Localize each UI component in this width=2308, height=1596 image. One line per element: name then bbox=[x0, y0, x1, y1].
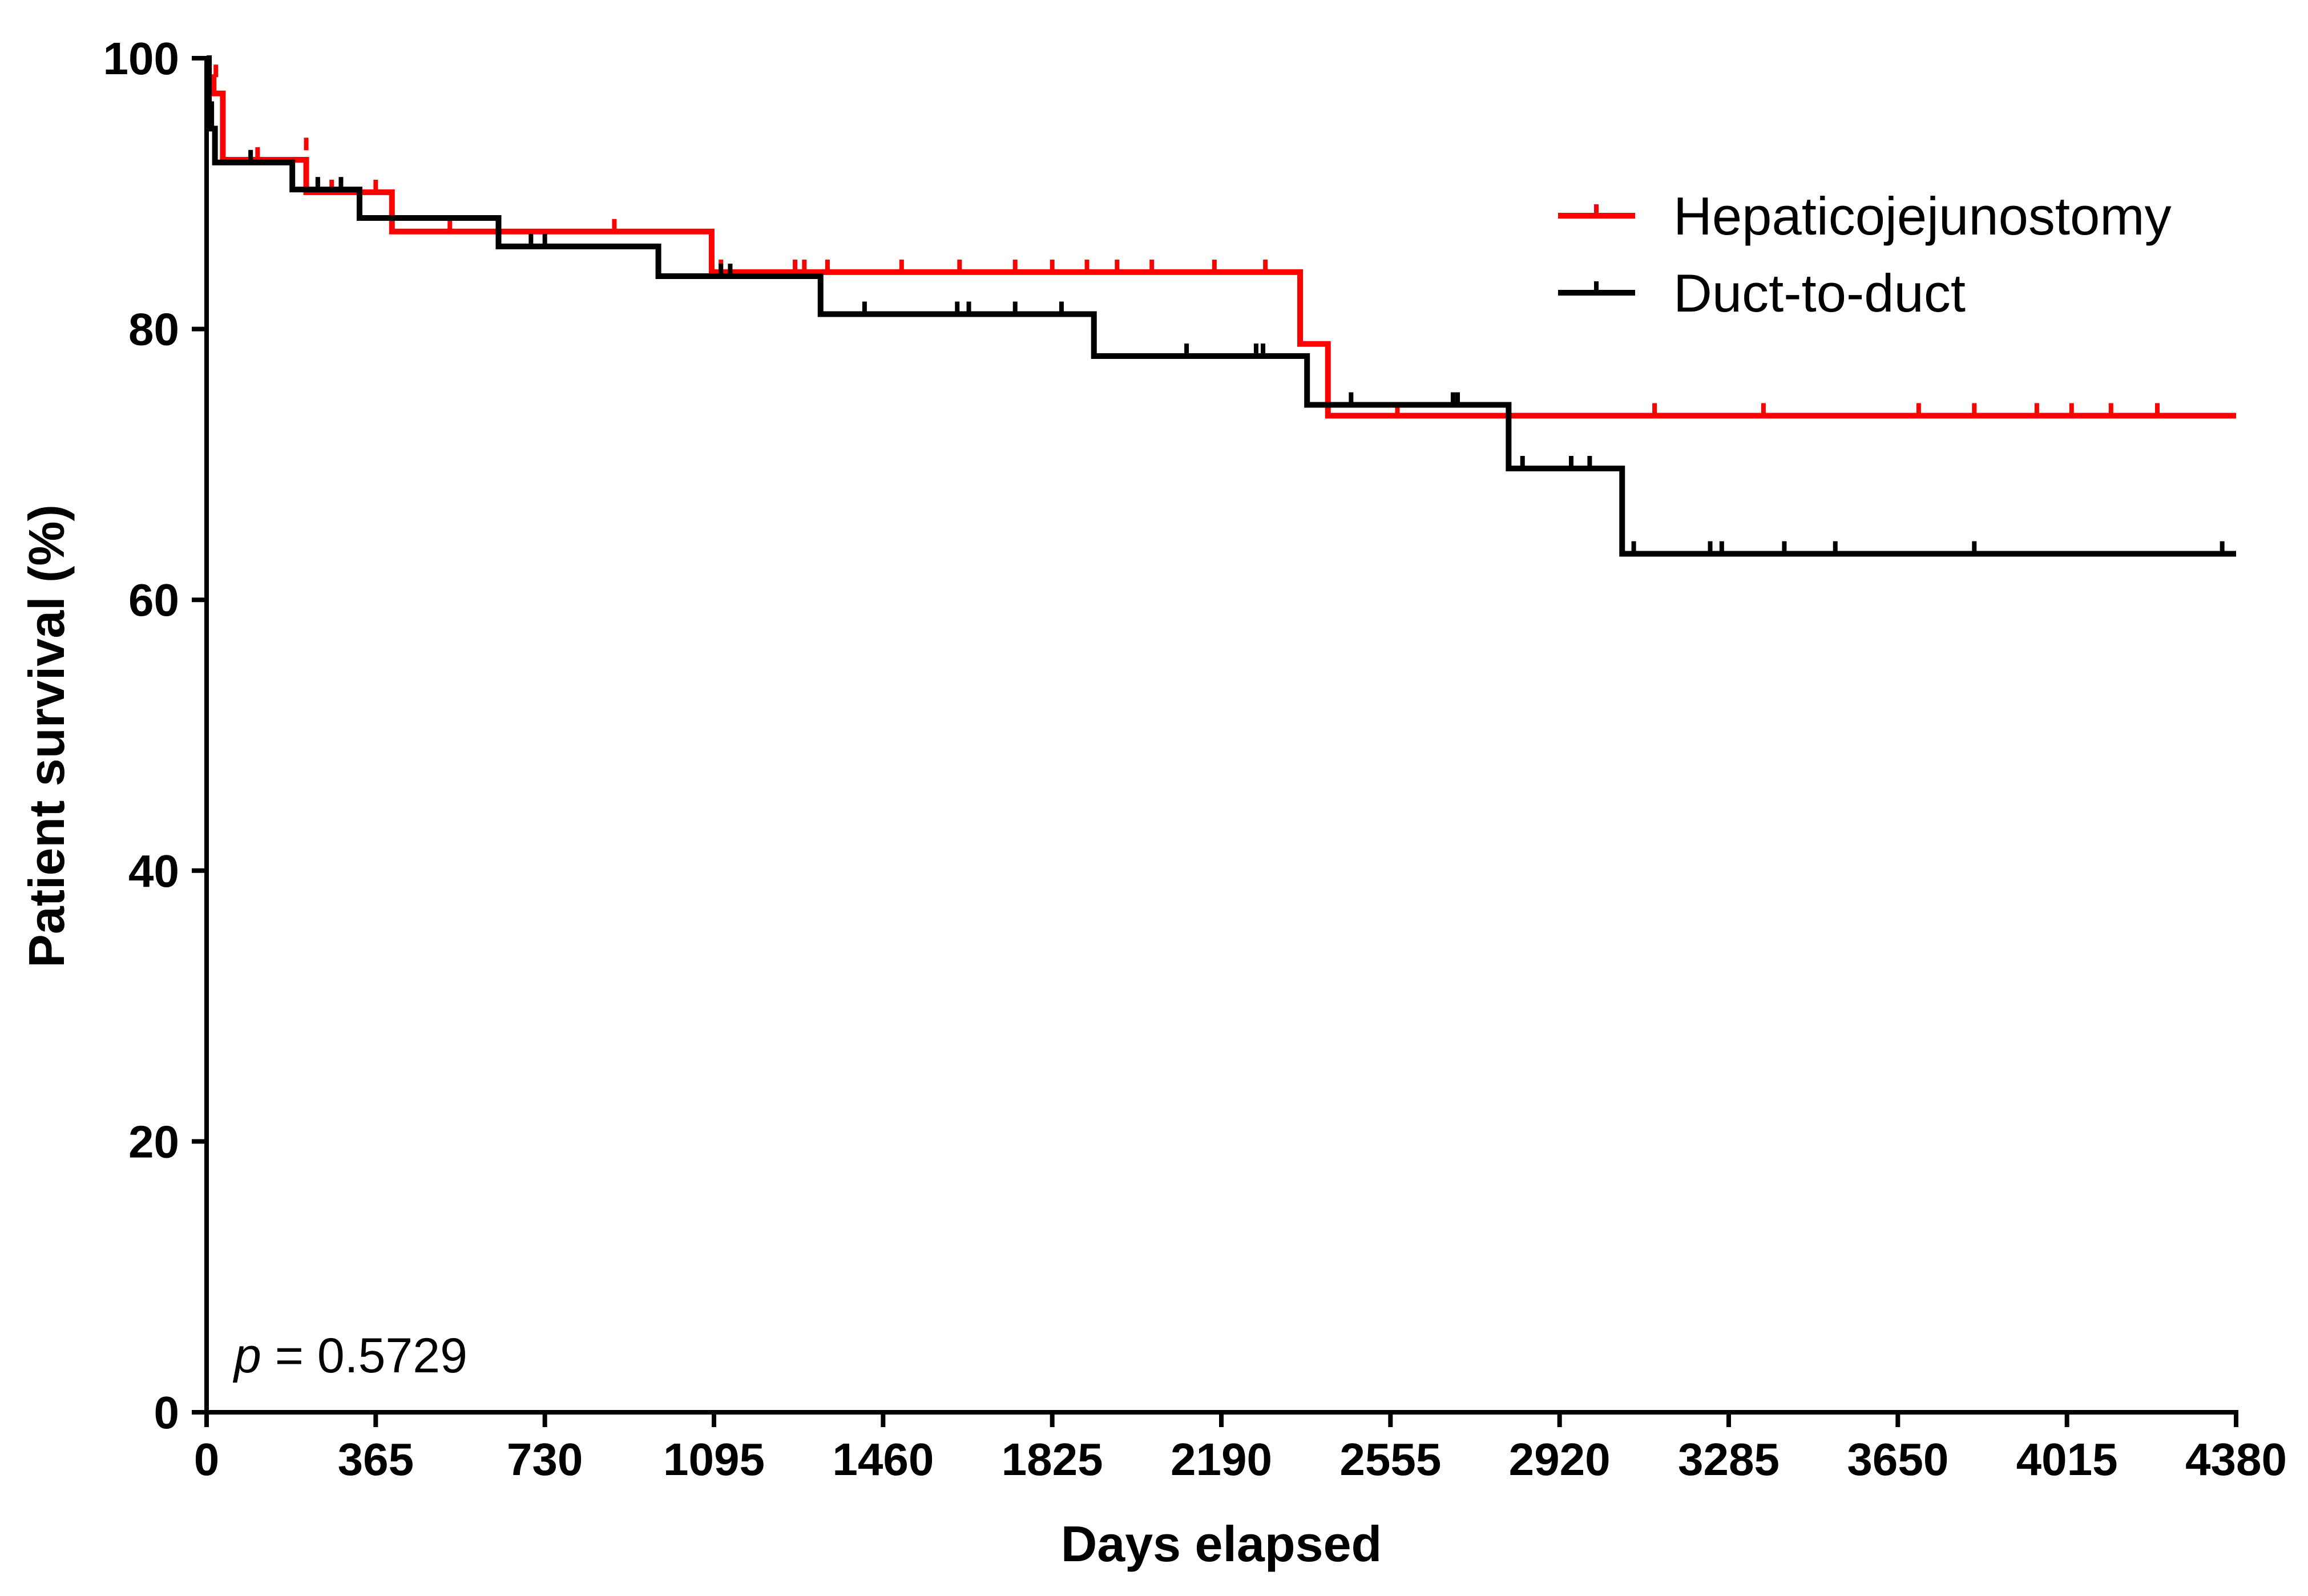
x-tick-label: 365 bbox=[338, 1434, 414, 1485]
x-tick-label: 1460 bbox=[832, 1434, 934, 1485]
x-tick-label: 2555 bbox=[1339, 1434, 1441, 1485]
y-tick-label: 60 bbox=[128, 575, 179, 625]
legend-label-hepaticojejunostomy: Hepaticojejunostomy bbox=[1673, 186, 2172, 246]
legend: Hepaticojejunostomy Duct-to-duct bbox=[1558, 186, 2172, 323]
x-tick-label: 2190 bbox=[1171, 1434, 1272, 1485]
x-tick-label: 1095 bbox=[663, 1434, 765, 1485]
y-axis-title: Patient survival (%) bbox=[18, 504, 75, 968]
p-value-symbol: p bbox=[232, 1328, 261, 1383]
x-tick-label: 4380 bbox=[2185, 1434, 2287, 1485]
p-value-text: = 0.5729 bbox=[261, 1328, 467, 1383]
series-duct-to-duct bbox=[206, 55, 2236, 557]
x-tick-label: 4015 bbox=[2016, 1434, 2118, 1485]
y-tick-label: 40 bbox=[128, 846, 179, 896]
legend-label-duct-to-duct: Duct-to-duct bbox=[1673, 263, 1966, 323]
x-axis-title: Days elapsed bbox=[1061, 1516, 1382, 1572]
x-tick-label: 1825 bbox=[1002, 1434, 1103, 1485]
x-tick-label: 730 bbox=[507, 1434, 583, 1485]
y-tick-label: 0 bbox=[154, 1387, 180, 1438]
y-tick-label: 20 bbox=[128, 1116, 179, 1167]
ticks: 0 365 730 1095 1460 1825 2190 2555 2920 3285 3650 4… bbox=[103, 33, 2287, 1485]
p-value-annotation: p = 0.5729 bbox=[232, 1328, 467, 1383]
x-tick-label: 3650 bbox=[1847, 1434, 1948, 1485]
y-tick-label: 100 bbox=[103, 33, 179, 84]
x-tick-label: 3285 bbox=[1678, 1434, 1780, 1485]
y-tick-label: 80 bbox=[128, 304, 179, 355]
series-layer bbox=[206, 55, 2236, 557]
series-line-duct-to-duct bbox=[206, 55, 2236, 557]
x-tick-label: 2920 bbox=[1509, 1434, 1611, 1485]
x-tick-label: 0 bbox=[194, 1434, 220, 1485]
axes bbox=[204, 56, 2238, 1415]
